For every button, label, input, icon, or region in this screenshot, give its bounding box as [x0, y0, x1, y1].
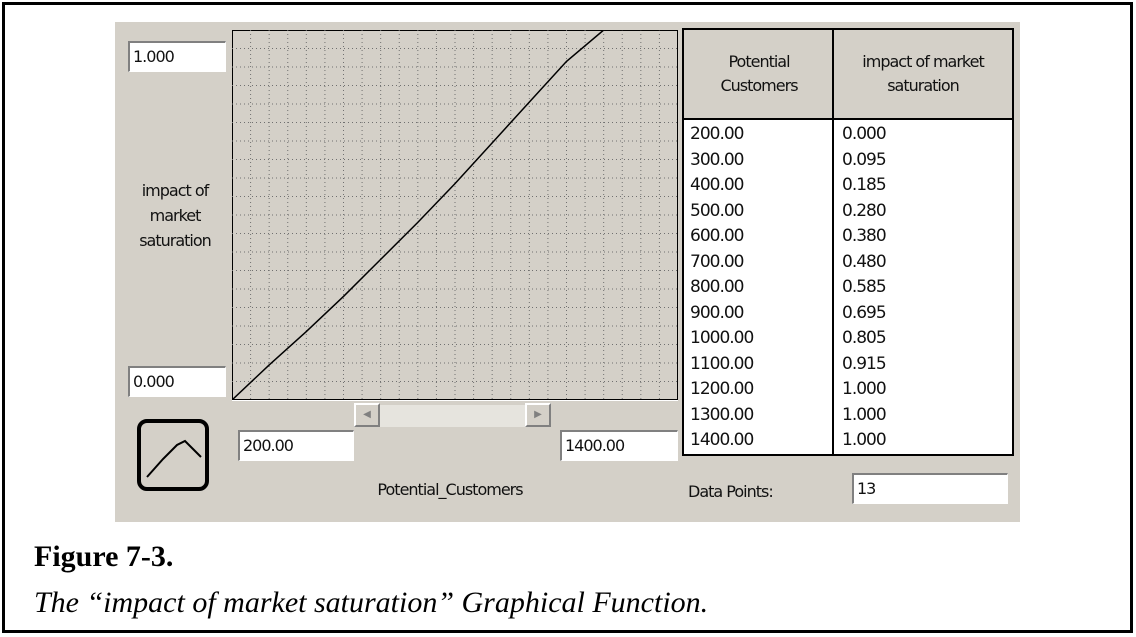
table-cell-potential-customers[interactable]: 200.00	[690, 124, 744, 144]
header-line: Potential	[728, 52, 790, 71]
table-cell-potential-customers[interactable]: 1300.00	[690, 404, 754, 425]
column-divider	[832, 30, 834, 454]
y-axis-label: impact of market saturation	[120, 178, 230, 253]
table-cell-impact[interactable]: 0.095	[842, 149, 887, 170]
y-label-line: impact of	[141, 181, 210, 200]
table-cell-impact[interactable]: 0.915	[842, 353, 887, 374]
column-header-impact: impact of market saturation	[834, 50, 1012, 98]
scroll-left-button[interactable]: ◀	[354, 403, 380, 427]
figure-caption: The “impact of market saturation” Graphi…	[34, 586, 709, 619]
plot-grid	[232, 30, 678, 400]
data-points-label: Data Points:	[688, 482, 774, 501]
x-min-field[interactable]: 200.00	[238, 430, 354, 461]
table-cell-potential-customers[interactable]: 1000.00	[690, 328, 754, 348]
scroll-right-button[interactable]: ▶	[525, 403, 551, 427]
header-line: saturation	[887, 76, 960, 95]
table-cell-impact[interactable]: 0.280	[842, 200, 887, 221]
arrow-right-icon: ▶	[534, 409, 542, 420]
table-cell-potential-customers[interactable]: 700.00	[690, 251, 744, 272]
table-cell-impact[interactable]: 1.000	[842, 379, 887, 399]
figure-title: Figure 7-3.	[34, 540, 174, 573]
scroll-track[interactable]	[380, 405, 525, 427]
table-header: Potential Customers impact of market sat…	[684, 30, 1012, 120]
table-cell-impact[interactable]: 0.380	[842, 226, 887, 246]
table-cell-potential-customers[interactable]: 900.00	[690, 302, 744, 323]
y-label-line: market	[149, 206, 202, 225]
column-header-potential-customers: Potential Customers	[684, 50, 834, 98]
y-min-field[interactable]: 0.000	[128, 366, 226, 397]
table-cell-impact[interactable]: 0.185	[842, 175, 887, 195]
table-cell-impact[interactable]: 0.480	[842, 251, 887, 272]
plot-scrollbar[interactable]: ◀ ▶	[232, 400, 678, 430]
table-cell-impact[interactable]: 0.000	[842, 124, 887, 144]
table-cell-potential-customers[interactable]: 1200.00	[690, 379, 754, 399]
graph-plot-area[interactable]	[232, 30, 678, 400]
header-line: impact of market	[862, 52, 984, 71]
arrow-left-icon: ◀	[363, 409, 371, 420]
table-cell-impact[interactable]: 0.695	[842, 302, 887, 323]
table-cell-potential-customers[interactable]: 1100.00	[690, 353, 754, 374]
header-line: Customers	[720, 76, 798, 95]
x-max-field[interactable]: 1400.00	[560, 430, 678, 461]
curve-shape-icon	[146, 439, 202, 478]
table-cell-potential-customers[interactable]: 800.00	[690, 277, 744, 297]
table-cell-impact[interactable]: 1.000	[842, 430, 887, 450]
table-cell-potential-customers[interactable]: 1400.00	[690, 430, 754, 450]
table-cell-impact[interactable]: 0.585	[842, 277, 887, 297]
table-cell-potential-customers[interactable]: 500.00	[690, 200, 744, 221]
table-cell-potential-customers[interactable]: 300.00	[690, 149, 744, 170]
x-axis-variable-name: Potential_Customers	[377, 480, 523, 499]
curve-line	[232, 30, 678, 400]
y-max-field[interactable]: 1.000	[128, 41, 226, 72]
curve-type-button[interactable]	[137, 419, 209, 491]
table-cell-impact[interactable]: 1.000	[842, 404, 887, 425]
table-cell-potential-customers[interactable]: 600.00	[690, 226, 744, 246]
table-cell-impact[interactable]: 0.805	[842, 328, 887, 348]
table-cell-potential-customers[interactable]: 400.00	[690, 175, 744, 195]
data-table: Potential Customers impact of market sat…	[682, 28, 1014, 456]
data-points-field[interactable]: 13	[852, 473, 1008, 504]
y-label-line: saturation	[139, 231, 212, 250]
